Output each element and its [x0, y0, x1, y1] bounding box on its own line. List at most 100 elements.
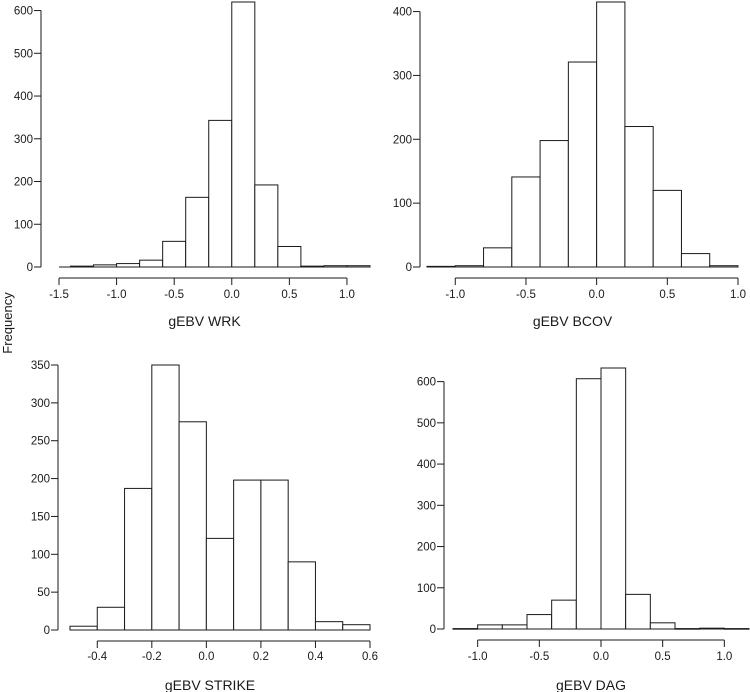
histogram-bar — [254, 184, 279, 268]
histogram-bar — [674, 628, 701, 630]
x-axis-title-dag: gEBV DAG — [556, 677, 626, 692]
histogram-bar — [287, 561, 316, 631]
histogram-bar — [652, 189, 682, 268]
histogram-bar — [300, 265, 325, 268]
histogram-bar — [116, 263, 141, 268]
x-tick-label: -1.0 — [445, 289, 465, 301]
histogram-bar — [625, 593, 651, 630]
x-tick-label: -1.0 — [468, 651, 488, 663]
x-tick-label: 1.0 — [730, 289, 746, 301]
histogram-bar — [96, 606, 126, 631]
histogram-bar — [205, 537, 235, 631]
y-tick-label: 300 — [31, 398, 50, 410]
histogram-bar — [162, 240, 187, 268]
histogram-bar — [600, 367, 627, 630]
histogram-bar — [723, 628, 750, 630]
x-axis-title-strike: gEBV STRIKE — [165, 677, 255, 692]
y-tick-label: 400 — [14, 91, 33, 103]
x-tick-label: 0.0 — [589, 289, 605, 301]
histogram-bar — [151, 364, 180, 631]
x-tick-label: -1.0 — [107, 289, 127, 301]
y-tick-label: 600 — [14, 6, 33, 18]
histogram-bar — [93, 264, 118, 268]
histogram-bar — [624, 126, 654, 268]
x-tick-label: -0.2 — [142, 651, 162, 663]
histogram-bar — [346, 265, 371, 268]
histogram-panel-bcov: 0 100 200 300 400 -1.0 -0.5 0.0 0.5 1.0 gEBV BCOV — [393, 1, 746, 329]
y-tick-label: 500 — [14, 48, 33, 60]
x-tick-label: 0.5 — [281, 289, 297, 301]
x-tick-label: 0.0 — [198, 651, 214, 663]
y-tick-label: 0 — [27, 262, 33, 274]
y-tick-label: 0 — [406, 262, 412, 274]
histogram-bar — [178, 421, 207, 631]
histogram-bar — [454, 265, 485, 268]
histogram-panel-strike: 0 50 100 150 200 250 300 350 -0.4 -0.2 0.0 0.2 0.4 0.… — [31, 360, 378, 692]
x-tick-label: 0.5 — [655, 651, 671, 663]
y-tick-label: 100 — [31, 549, 50, 561]
y-tick-label: 600 — [417, 377, 436, 389]
histogram-bar — [699, 627, 725, 630]
y-tick-label: 50 — [37, 587, 50, 599]
histogram-bar — [314, 621, 344, 631]
y-tick-label: 250 — [31, 436, 50, 448]
y-tick-label: 100 — [14, 219, 33, 231]
histogram-panel-wrk: 0 100 200 300 400 500 600 -1.5 -1.0 -0.5 0.0 0.5 1.0… — [14, 1, 371, 329]
x-tick-label: 0.2 — [253, 651, 269, 663]
y-tick-label: 0 — [44, 625, 50, 637]
histogram-bar — [649, 622, 676, 630]
histogram-bar — [185, 196, 210, 268]
x-tick-label: 0.4 — [307, 651, 324, 663]
histogram-bar — [342, 624, 371, 631]
histogram-bar — [551, 599, 577, 630]
histogram-bar — [208, 119, 233, 268]
histogram-bar — [260, 479, 289, 631]
histogram-bar — [69, 625, 98, 631]
x-tick-label: 0.6 — [362, 651, 378, 663]
y-tick-label: 100 — [393, 198, 412, 210]
y-tick-label: 400 — [393, 7, 412, 19]
histogram-panel-dag: 0 100 200 300 400 500 600 -1.0 -0.5 0.0 0.5 1.0 gEBV… — [417, 367, 750, 692]
x-tick-label: 1.0 — [716, 651, 732, 663]
histogram-bar — [511, 176, 541, 268]
histogram-bar — [575, 378, 602, 630]
y-tick-label: 200 — [31, 474, 50, 486]
y-tick-label: 150 — [31, 511, 50, 523]
histogram-bar — [539, 140, 569, 268]
histogram-bar — [139, 259, 164, 268]
y-tick-label: 200 — [393, 134, 412, 146]
histogram-bar — [477, 624, 503, 630]
histogram-bar — [709, 265, 739, 268]
x-tick-label: -0.5 — [516, 289, 536, 301]
x-tick-label: 0.5 — [659, 289, 675, 301]
y-tick-label: 0 — [430, 624, 436, 636]
x-tick-label: 1.0 — [339, 289, 355, 301]
histogram-bar — [124, 487, 153, 631]
y-tick-label: 300 — [417, 500, 436, 512]
y-tick-label: 300 — [14, 134, 33, 146]
frequency-axis-label: Frequency — [0, 292, 15, 354]
y-tick-label: 100 — [417, 583, 436, 595]
histogram-bar — [680, 253, 711, 268]
x-tick-label: 0.0 — [224, 289, 240, 301]
y-tick-label: 500 — [417, 418, 436, 430]
x-axis-title-bcov: gEBV BCOV — [533, 313, 613, 329]
histogram-bar — [526, 614, 553, 630]
histogram-bar — [483, 247, 513, 268]
y-tick-label: 400 — [417, 459, 436, 471]
x-axis-title-wrk: gEBV WRK — [168, 313, 241, 329]
histogram-bar — [596, 1, 626, 268]
x-tick-label: -0.4 — [87, 651, 107, 663]
x-tick-label: 0.0 — [593, 651, 609, 663]
histogram-bar — [567, 61, 598, 268]
histogram-bar — [233, 479, 262, 631]
histogram-bar — [323, 265, 348, 268]
y-tick-label: 350 — [31, 360, 50, 372]
y-tick-label: 200 — [417, 542, 436, 554]
histogram-bar — [501, 624, 528, 630]
x-tick-label: -0.5 — [529, 651, 549, 663]
x-tick-label: -0.5 — [164, 289, 184, 301]
histogram-bar — [452, 628, 479, 630]
histogram-bar — [277, 245, 302, 268]
